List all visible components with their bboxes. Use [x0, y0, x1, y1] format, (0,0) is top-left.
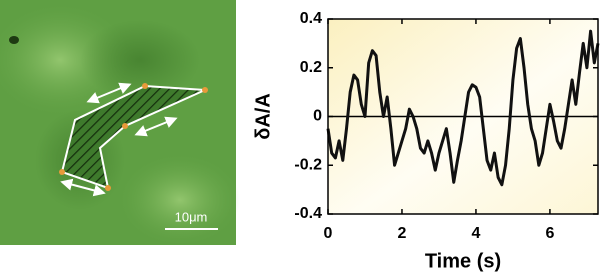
y-tick-label: 0.4 — [300, 10, 322, 27]
micrograph: 10μm — [0, 0, 240, 245]
y-tick-label: -0.2 — [294, 156, 322, 173]
arrow — [60, 178, 106, 197]
marker — [59, 169, 65, 175]
marker — [142, 83, 148, 89]
x-tick-label: 4 — [471, 225, 480, 242]
x-tick-label: 2 — [398, 225, 407, 242]
y-tick-label: 0 — [313, 108, 322, 125]
data-line — [326, 29, 600, 187]
marker — [105, 185, 111, 191]
y-tick-label: -0.4 — [294, 205, 322, 222]
region-outline — [60, 84, 206, 190]
texture — [80, 20, 200, 100]
plot-frame — [327, 18, 599, 215]
arrows — [60, 82, 178, 197]
scale-bar-label: 10μm — [175, 209, 208, 224]
markers — [59, 83, 208, 191]
x-tick-label: 6 — [545, 225, 554, 242]
arrow — [86, 82, 132, 104]
y-tick-label: 0.2 — [300, 59, 322, 76]
marker — [202, 87, 208, 93]
marker — [122, 123, 128, 129]
texture — [120, 155, 240, 245]
x-tick-label: 0 — [324, 225, 333, 242]
arrow — [134, 116, 178, 137]
y-axis-label: δA/A — [252, 93, 274, 140]
x-axis-label: Time (s) — [425, 250, 501, 272]
texture — [9, 36, 19, 44]
